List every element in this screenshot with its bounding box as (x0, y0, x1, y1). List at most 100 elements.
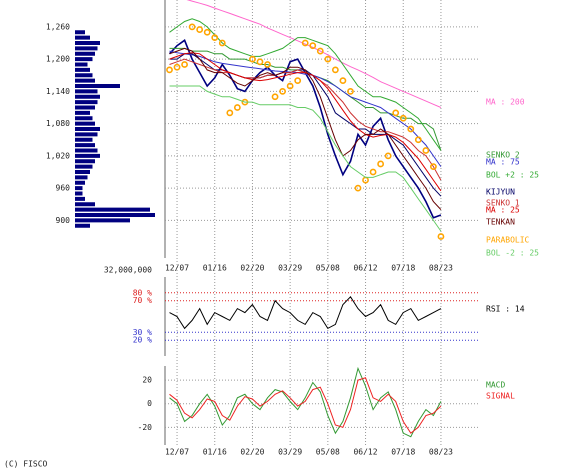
parabolic-dot (301, 39, 309, 47)
profile-bar (75, 164, 93, 169)
legend-label: RSI : 14 (486, 305, 525, 314)
parabolic-dot (173, 63, 181, 71)
profile-scale-label: 32,000,000 (104, 266, 152, 275)
profile-bar (75, 116, 93, 121)
x-tick-label: 02/20 (240, 264, 264, 273)
profile-bar (75, 207, 150, 212)
y-tick-label: 80 % (133, 288, 152, 297)
profile-bar (75, 196, 85, 201)
parabolic-dot (399, 114, 407, 122)
x-tick-label: 08/23 (429, 448, 453, 457)
profile-bar (75, 51, 95, 56)
parabolic-dot (339, 77, 347, 85)
series-line (169, 85, 442, 232)
x-tick-label: 01/16 (203, 264, 227, 273)
parabolic-dot (294, 77, 302, 85)
profile-bar (75, 105, 95, 110)
x-tick-label: 03/29 (278, 264, 302, 273)
profile-bar (75, 180, 85, 185)
y-tick-label: 900 (56, 216, 71, 225)
plot-area (169, 295, 442, 330)
profile-bar (75, 132, 98, 137)
x-tick-label: 06/12 (353, 264, 377, 273)
parabolic-dot (226, 109, 234, 117)
x-tick-label: 06/12 (353, 448, 377, 457)
x-tick-label: 01/16 (203, 448, 227, 457)
profile-bar (75, 143, 95, 148)
parabolic-dot (181, 61, 188, 68)
y-tick-label: 30 % (133, 328, 152, 337)
y-tick-label: 1,020 (46, 151, 70, 160)
profile-bar (75, 127, 100, 131)
parabolic-dot (256, 58, 264, 66)
series-line (169, 18, 442, 151)
parabolic-dot (218, 39, 226, 47)
x-tick-label: 05/08 (316, 264, 340, 273)
y-tick-label: 1,140 (46, 87, 70, 96)
parabolic-dot (354, 184, 362, 192)
parabolic-dot (429, 163, 437, 171)
x-tick-label: 03/29 (278, 448, 302, 457)
profile-bar (75, 148, 98, 153)
y-tick-label: 20 (142, 376, 152, 385)
legend-label: SENKO 2 (486, 151, 520, 160)
profile-bar (75, 218, 130, 223)
legend-label: MA : 200 (486, 98, 525, 107)
y-tick-label: 1,080 (46, 119, 70, 128)
profile-bar (75, 35, 90, 40)
legend-label: MA : 25 (486, 206, 520, 215)
profile-bar (75, 62, 88, 67)
profile-bar (75, 137, 93, 142)
y-tick-label: -20 (138, 423, 153, 432)
y-tick-label: 0 (147, 399, 152, 408)
parabolic-dot (203, 28, 211, 36)
parabolic-dot (414, 136, 422, 144)
series-line (169, 50, 442, 167)
profile-bar (75, 121, 95, 126)
legend-label: TENKAN (486, 218, 515, 227)
parabolic-dot (422, 147, 430, 154)
legend-label: KIJYUN (486, 188, 515, 197)
legend-label: SENKO 1 (486, 199, 520, 208)
profile-bar (75, 202, 95, 207)
parabolic-dot (211, 34, 219, 42)
profile-bar (75, 159, 95, 164)
y-tick-label: 20 % (133, 336, 152, 345)
parabolic-dot (407, 125, 415, 133)
parabolic-dot (188, 23, 196, 31)
x-tick-label: 07/18 (391, 264, 415, 273)
y-tick-label: 960 (56, 184, 71, 193)
x-tick-label: 08/23 (429, 264, 453, 273)
profile-bar (75, 67, 90, 72)
parabolic-dot (264, 61, 271, 68)
copyright: (C) FISCO (4, 460, 48, 469)
parabolic-dot (233, 104, 241, 111)
parabolic-dot (196, 26, 204, 33)
parabolic-dot (271, 93, 279, 101)
parabolic-dot (309, 42, 317, 50)
parabolic-dot (286, 82, 294, 90)
series-line (169, 295, 442, 330)
legend-label: MA : 75 (486, 158, 520, 167)
series-line (169, 377, 442, 434)
legend-label: SIGNAL (486, 392, 515, 401)
parabolic-dot (166, 66, 173, 74)
parabolic-dot (369, 168, 377, 176)
profile-bar (75, 191, 83, 196)
profile-bar (75, 30, 85, 35)
parabolic-dot (377, 160, 385, 168)
profile-bar (75, 41, 100, 45)
profile-bar (75, 89, 98, 94)
series-line (169, 47, 442, 151)
profile-bar (75, 170, 90, 174)
x-tick-label: 12/07 (165, 264, 189, 273)
legend-label: MACD (486, 381, 505, 390)
profile-bar (75, 153, 100, 158)
parabolic-dot (331, 66, 339, 74)
x-tick-label: 05/08 (316, 448, 340, 457)
profile-bar (75, 94, 100, 99)
parabolic-dot (437, 233, 445, 240)
legend-label: BOL -2 : 25 (486, 249, 539, 258)
parabolic-dot (384, 152, 392, 160)
